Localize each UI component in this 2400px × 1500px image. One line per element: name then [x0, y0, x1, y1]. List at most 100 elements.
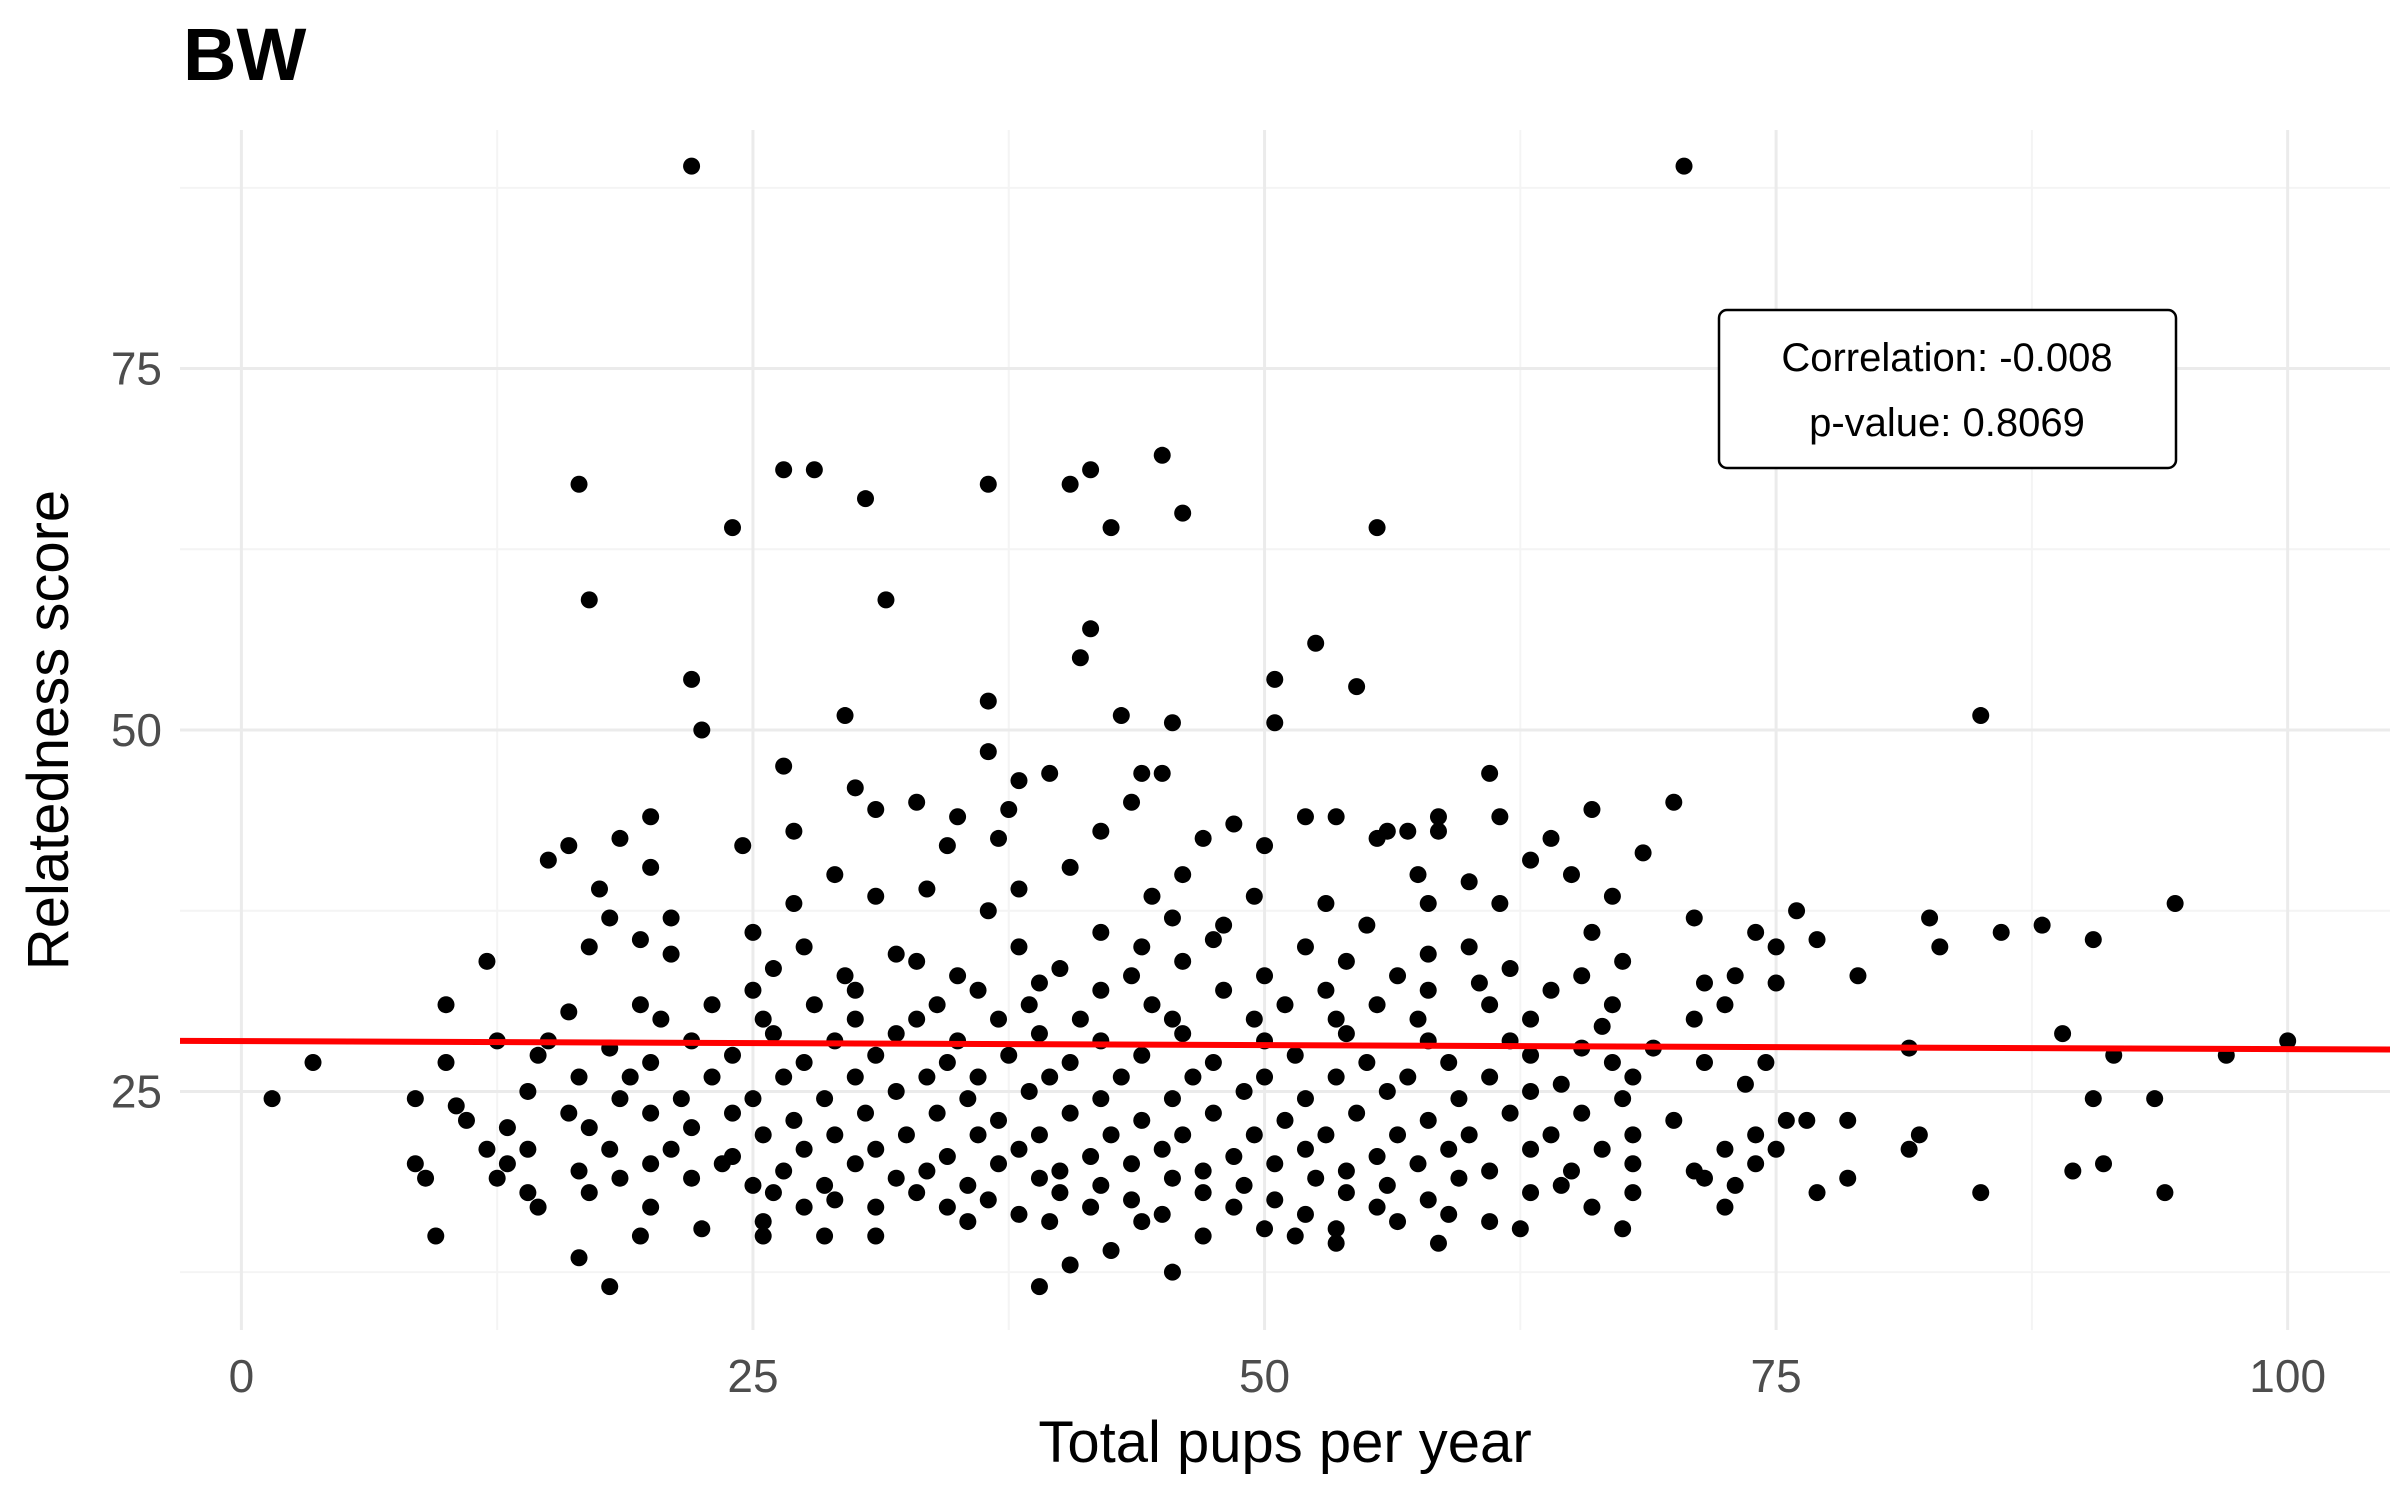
- data-point: [857, 490, 875, 508]
- data-point: [887, 1169, 905, 1187]
- data-point: [1307, 634, 1325, 652]
- data-point: [621, 1068, 639, 1086]
- data-point: [427, 1227, 445, 1245]
- data-point: [1071, 1010, 1089, 1028]
- data-point: [601, 1278, 619, 1296]
- data-point: [1481, 764, 1499, 782]
- data-point: [959, 1090, 977, 1108]
- data-point: [1225, 815, 1243, 833]
- y-tick-label: 50: [111, 704, 162, 756]
- data-point: [642, 1198, 660, 1216]
- data-point: [959, 1213, 977, 1231]
- correlation-annotation: Correlation: -0.008 p-value: 0.8069: [1717, 308, 2178, 470]
- data-point: [1481, 1162, 1499, 1180]
- data-point: [2166, 894, 2184, 912]
- data-point: [764, 960, 782, 978]
- y-tick-label: 75: [111, 343, 162, 395]
- data-point: [1092, 923, 1110, 941]
- data-point: [1327, 1234, 1345, 1252]
- data-point: [1440, 1054, 1458, 1072]
- data-point: [1716, 996, 1734, 1014]
- data-point: [304, 1054, 322, 1072]
- data-point: [642, 1104, 660, 1122]
- data-point: [867, 1227, 885, 1245]
- data-point: [1348, 1104, 1366, 1122]
- data-point: [1470, 974, 1488, 992]
- data-point: [1245, 1010, 1263, 1028]
- data-point: [1522, 851, 1540, 869]
- data-point: [724, 1104, 741, 1122]
- data-point: [979, 475, 997, 493]
- annotation-correlation: Correlation: -0.008: [1781, 336, 2112, 380]
- data-point: [693, 1220, 711, 1238]
- data-point: [570, 475, 588, 493]
- data-point: [990, 1010, 1008, 1028]
- data-point: [1409, 1155, 1427, 1173]
- data-point: [1194, 829, 1212, 847]
- data-point: [478, 952, 496, 970]
- data-point: [1082, 620, 1100, 638]
- data-point: [2054, 1025, 2072, 1043]
- data-point: [642, 858, 660, 876]
- data-point: [1163, 1169, 1181, 1187]
- data-point: [1522, 1046, 1540, 1064]
- data-point: [1286, 1046, 1304, 1064]
- data-point: [1143, 996, 1161, 1014]
- data-point: [590, 880, 608, 898]
- data-point: [1256, 1068, 1274, 1086]
- data-point: [775, 1068, 793, 1086]
- data-point: [816, 1090, 834, 1108]
- data-point: [683, 157, 701, 175]
- data-point: [1102, 1241, 1120, 1259]
- data-point: [724, 1046, 741, 1064]
- data-point: [601, 909, 619, 927]
- data-point: [1296, 1205, 1314, 1223]
- y-axis-title: Relatedness score: [16, 490, 81, 970]
- data-point: [1900, 1140, 1918, 1158]
- data-point: [938, 1198, 956, 1216]
- data-point: [2064, 1162, 2082, 1180]
- data-point: [1368, 996, 1386, 1014]
- data-point: [1624, 1126, 1642, 1144]
- data-point: [846, 1068, 864, 1086]
- data-point: [867, 1140, 885, 1158]
- data-point: [1992, 923, 2010, 941]
- data-point: [1215, 981, 1233, 999]
- data-point: [1634, 844, 1652, 862]
- x-tick-label: 50: [1239, 1350, 1290, 1402]
- data-point: [1000, 1046, 1018, 1064]
- data-point: [1614, 1220, 1632, 1238]
- data-point: [816, 1176, 834, 1194]
- data-point: [1030, 1025, 1048, 1043]
- data-point: [1440, 1140, 1458, 1158]
- data-point: [1419, 1111, 1437, 1129]
- data-point: [611, 829, 629, 847]
- data-point: [570, 1249, 588, 1267]
- data-point: [1624, 1155, 1642, 1173]
- data-point: [1348, 678, 1366, 696]
- data-point: [1736, 1075, 1754, 1093]
- data-point: [580, 1119, 598, 1137]
- data-point: [785, 1111, 803, 1129]
- x-axis-title: Total pups per year: [1038, 1410, 1531, 1475]
- data-point: [1225, 1148, 1243, 1166]
- data-point: [969, 1068, 987, 1086]
- data-point: [908, 793, 926, 811]
- data-point: [795, 1140, 813, 1158]
- data-point: [1573, 967, 1591, 985]
- data-point: [1542, 1126, 1560, 1144]
- data-point: [887, 1025, 905, 1043]
- data-point: [1061, 858, 1079, 876]
- data-point: [969, 1126, 987, 1144]
- data-point: [1174, 1126, 1192, 1144]
- data-point: [1910, 1126, 1928, 1144]
- data-point: [744, 981, 762, 999]
- data-point: [877, 591, 895, 609]
- data-point: [2084, 1090, 2102, 1108]
- annotation-box: [1717, 308, 2178, 470]
- chart-title: BW: [183, 13, 306, 96]
- data-point: [1041, 1213, 1059, 1231]
- data-point: [1460, 1126, 1478, 1144]
- data-point: [1225, 1198, 1243, 1216]
